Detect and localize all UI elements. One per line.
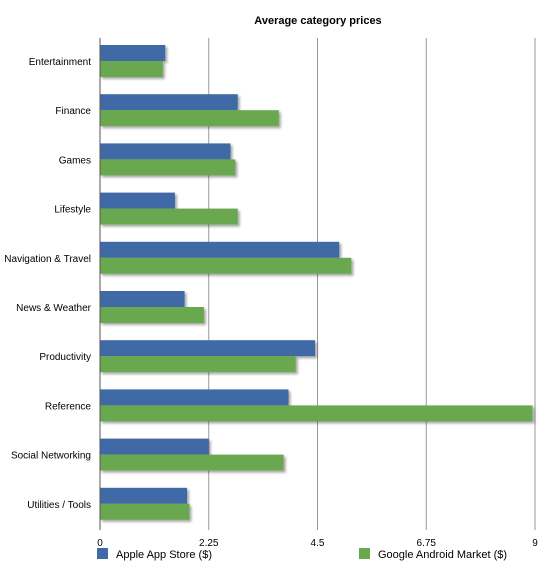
- category-labels: Entertainment Finance Games Lifestyle Naviga…: [4, 57, 91, 511]
- category-label: Utilities / Tools: [27, 500, 91, 511]
- x-tick-label: 0: [97, 538, 103, 549]
- legend-swatch: [359, 548, 370, 559]
- legend-label: Google Android Market ($): [378, 549, 507, 561]
- bar-productivity-android: [100, 356, 296, 373]
- bar-news-weather-android: [100, 307, 204, 323]
- bar-finance-android: [100, 110, 279, 127]
- x-tick-label: 6.75: [417, 538, 437, 549]
- legend: Apple App Store ($) Google Android Market…: [97, 548, 507, 561]
- category-label: Lifestyle: [54, 205, 91, 216]
- bar-finance-apple: [100, 94, 238, 111]
- category-label: News & Weather: [16, 303, 92, 314]
- bar-entertainment-android: [100, 61, 163, 77]
- x-tick-labels: 0 2.25 4.5 6.75 9: [97, 538, 538, 549]
- chart-title: Average category prices: [254, 15, 381, 27]
- bar-social-networking-android: [100, 454, 284, 471]
- x-tick-label: 2.25: [199, 538, 219, 549]
- bars: [100, 45, 533, 520]
- legend-label: Apple App Store ($): [116, 549, 212, 561]
- bar-productivity-apple: [100, 340, 316, 357]
- bar-reference-apple: [100, 389, 289, 406]
- bar-reference-android: [100, 405, 533, 422]
- category-label: Social Networking: [11, 451, 91, 462]
- bar-utilities-tools-apple: [100, 487, 187, 504]
- x-tick-label: 4.5: [311, 538, 325, 549]
- category-label: Finance: [55, 106, 91, 117]
- category-label: Entertainment: [29, 57, 91, 68]
- bar-navigation-travel-android: [100, 257, 352, 274]
- bar-games-android: [100, 159, 236, 176]
- bar-social-networking-apple: [100, 438, 209, 455]
- bar-games-apple: [100, 143, 231, 160]
- legend-swatch: [97, 548, 108, 559]
- bar-utilities-tools-android: [100, 503, 190, 520]
- x-tick-label: 9: [532, 538, 538, 549]
- bar-news-weather-apple: [100, 291, 185, 307]
- category-label: Navigation & Travel: [4, 254, 91, 265]
- category-label: Reference: [45, 401, 92, 412]
- category-label: Productivity: [39, 352, 91, 363]
- bar-navigation-travel-apple: [100, 241, 340, 258]
- bar-entertainment-apple: [100, 45, 166, 61]
- category-label: Games: [59, 155, 91, 166]
- bar-lifestyle-apple: [100, 192, 175, 209]
- bar-lifestyle-android: [100, 208, 238, 225]
